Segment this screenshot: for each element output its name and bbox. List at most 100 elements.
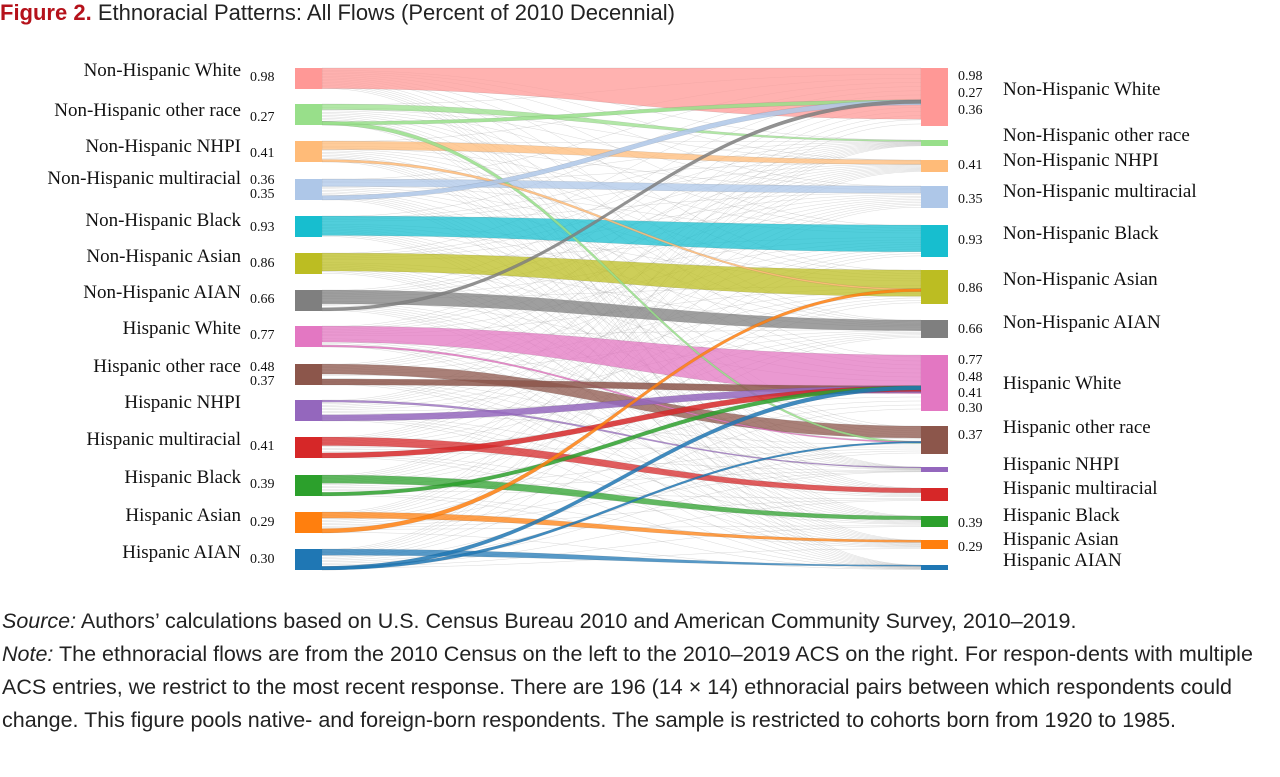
right-node-non-hispanic-white: [921, 68, 948, 126]
left-value-non-hispanic-nhpi: 0.41: [250, 146, 275, 161]
minor-flow-non-hispanic-asian-to-hispanic-nhpi: [321, 267, 922, 470]
minor-flow-non-hispanic-multiracial-to-hispanic-nhpi: [321, 193, 922, 469]
minor-flow-non-hispanic-black-to-hispanic-black: [321, 233, 922, 520]
right-node-non-hispanic-asian: [921, 270, 948, 304]
left-label-non-hispanic-asian: Non-Hispanic Asian: [86, 246, 241, 267]
left-value-hispanic-other-race: 0.37: [250, 374, 275, 389]
source-note: Source: Authors’ calculations based on U…: [2, 605, 1280, 638]
flow-ribbons: [321, 67, 922, 571]
left-node-hispanic-black: [295, 475, 322, 496]
left-node-non-hispanic-multiracial: [295, 179, 322, 200]
right-node-hispanic-other-race: [921, 426, 948, 454]
source-label: Source:: [2, 609, 77, 633]
minor-flow-hispanic-white-to-hispanic-asian: [321, 344, 922, 546]
minor-flow-non-hispanic-aian-to-hispanic-aian: [321, 310, 922, 568]
right-label-non-hispanic-aian: Non-Hispanic AIAN: [1003, 312, 1161, 333]
minor-flow-hispanic-multiracial-to-non-hispanic-nhpi: [321, 168, 922, 441]
figure-title: Figure 2. Ethnoracial Patterns: All Flow…: [0, 0, 675, 26]
minor-flow-non-hispanic-aian-to-non-hispanic-multiracial: [321, 196, 922, 296]
left-label-hispanic-aian: Hispanic AIAN: [122, 542, 241, 563]
minor-flow-hispanic-nhpi-to-non-hispanic-nhpi: [321, 167, 922, 404]
left-value-hispanic-other-race: 0.48: [250, 360, 275, 375]
minor-flow-non-hispanic-white-to-hispanic-white: [321, 79, 922, 358]
right-value-hispanic-black: 0.39: [958, 516, 983, 531]
left-value-non-hispanic-white: 0.98: [250, 70, 275, 85]
right-node-non-hispanic-other-race: [921, 140, 948, 146]
sankey-chart: Non-Hispanic White Non-Hispanic White 0.98…: [47, 60, 1196, 571]
right-value-non-hispanic-aian: 0.66: [958, 322, 983, 337]
right-node-hispanic-multiracial: [921, 488, 948, 501]
minor-flow-non-hispanic-white-to-hispanic-other-race: [321, 80, 922, 428]
right-node-hispanic-nhpi: [921, 467, 948, 472]
minor-flow-non-hispanic-asian-to-non-hispanic-other-race: [321, 142, 922, 256]
left-label-hispanic-asian: Hispanic Asian: [125, 505, 241, 526]
minor-flow-hispanic-asian-to-non-hispanic-aian: [321, 335, 922, 522]
left-value-non-hispanic-aian: 0.66: [250, 292, 275, 307]
left-label-hispanic-black: Hispanic Black: [124, 467, 241, 488]
right-node-non-hispanic-black: [921, 225, 948, 257]
minor-flow-hispanic-nhpi-to-hispanic-aian: [321, 420, 922, 569]
left-node-non-hispanic-nhpi: [295, 141, 322, 162]
right-value-hispanic-white: 0.77: [958, 353, 983, 368]
right-label-hispanic-asian: Hispanic Asian: [1003, 529, 1119, 550]
right-value-hispanic-asian: 0.29: [958, 540, 983, 555]
minor-flow-hispanic-aian-to-non-hispanic-aian: [321, 337, 922, 559]
minor-flow-non-hispanic-multiracial-to-non-hispanic-aian: [321, 188, 922, 325]
right-node-hispanic-aian: [921, 565, 948, 570]
minor-flow-hispanic-nhpi-to-non-hispanic-black: [321, 246, 922, 407]
left-value-hispanic-white: 0.77: [250, 328, 275, 343]
right-value-non-hispanic-black: 0.93: [958, 233, 983, 248]
minor-flow-non-hispanic-aian-to-non-hispanic-other-race: [321, 142, 922, 293]
retention-flow-non-hispanic-nhpi: [321, 140, 922, 165]
left-label-hispanic-nhpi: Hispanic NHPI: [124, 392, 241, 413]
left-value-non-hispanic-multiracial: 0.35: [250, 187, 275, 202]
right-node-non-hispanic-aian: [921, 320, 948, 338]
minor-flow-hispanic-other-race-to-non-hispanic-other-race: [321, 143, 922, 367]
minor-flow-non-hispanic-aian-to-hispanic-asian: [321, 308, 922, 545]
right-label-hispanic-black: Hispanic Black: [1003, 505, 1120, 526]
minor-flow-hispanic-multiracial-to-hispanic-aian: [321, 457, 922, 569]
minor-flow-non-hispanic-nhpi-to-hispanic-black: [321, 158, 922, 519]
left-value-non-hispanic-black: 0.93: [250, 220, 275, 235]
minor-flow-hispanic-asian-to-hispanic-aian: [321, 532, 922, 570]
minor-flow-hispanic-multiracial-to-non-hispanic-multiracial: [321, 202, 922, 443]
right-value-hispanic-white: 0.30: [958, 401, 983, 416]
right-label-non-hispanic-nhpi: Non-Hispanic NHPI: [1003, 150, 1159, 171]
minor-flow-hispanic-nhpi-to-hispanic-multiracial: [321, 415, 922, 498]
left-node-non-hispanic-white: [295, 68, 322, 89]
left-label-non-hispanic-white: Non-Hispanic White: [84, 60, 241, 81]
left-node-non-hispanic-asian: [295, 253, 322, 274]
left-node-hispanic-nhpi: [295, 400, 322, 421]
left-label-hispanic-white: Hispanic White: [123, 318, 241, 339]
right-label-non-hispanic-other-race: Non-Hispanic other race: [1003, 125, 1190, 146]
left-node-hispanic-white: [295, 326, 322, 347]
left-value-hispanic-aian: 0.30: [250, 552, 275, 567]
left-node-hispanic-aian: [295, 549, 322, 570]
left-label-hispanic-other-race: Hispanic other race: [93, 356, 241, 377]
minor-flow-non-hispanic-black-to-non-hispanic-other-race: [321, 141, 922, 219]
left-value-non-hispanic-multiracial: 0.36: [250, 173, 275, 188]
right-value-hispanic-other-race: 0.37: [958, 428, 983, 443]
minor-flow-hispanic-asian-to-hispanic-multiracial: [321, 499, 922, 528]
minor-flow-hispanic-white-to-hispanic-aian: [321, 346, 922, 568]
retention-flow-non-hispanic-aian: [321, 289, 922, 331]
left-value-hispanic-asian: 0.29: [250, 515, 275, 530]
right-value-non-hispanic-multiracial: 0.35: [958, 192, 983, 207]
note-label: Note:: [2, 642, 54, 666]
minor-flow-non-hispanic-other-race-to-hispanic-nhpi: [321, 118, 922, 468]
right-node-non-hispanic-nhpi: [921, 160, 948, 172]
left-node-hispanic-multiracial: [295, 437, 322, 458]
right-label-non-hispanic-asian: Non-Hispanic Asian: [1003, 269, 1158, 290]
right-value-non-hispanic-nhpi: 0.41: [958, 158, 983, 173]
right-label-non-hispanic-black: Non-Hispanic Black: [1003, 223, 1159, 244]
left-node-non-hispanic-black: [295, 216, 322, 237]
minor-flow-non-hispanic-nhpi-to-hispanic-white: [321, 152, 922, 366]
minor-flow-non-hispanic-nhpi-to-hispanic-multiracial: [321, 156, 922, 491]
minor-flow-hispanic-white-to-non-hispanic-nhpi: [321, 166, 922, 330]
left-node-non-hispanic-other-race: [295, 104, 322, 125]
minor-flow-non-hispanic-multiracial-to-non-hispanic-other-race: [321, 141, 922, 182]
minor-flow-hispanic-aian-to-hispanic-black: [321, 526, 922, 567]
minor-flow-hispanic-other-race-to-non-hispanic-multiracial: [321, 199, 922, 370]
minor-flow-hispanic-aian-to-non-hispanic-asian: [321, 302, 922, 558]
figure-number: Figure 2.: [0, 0, 92, 25]
